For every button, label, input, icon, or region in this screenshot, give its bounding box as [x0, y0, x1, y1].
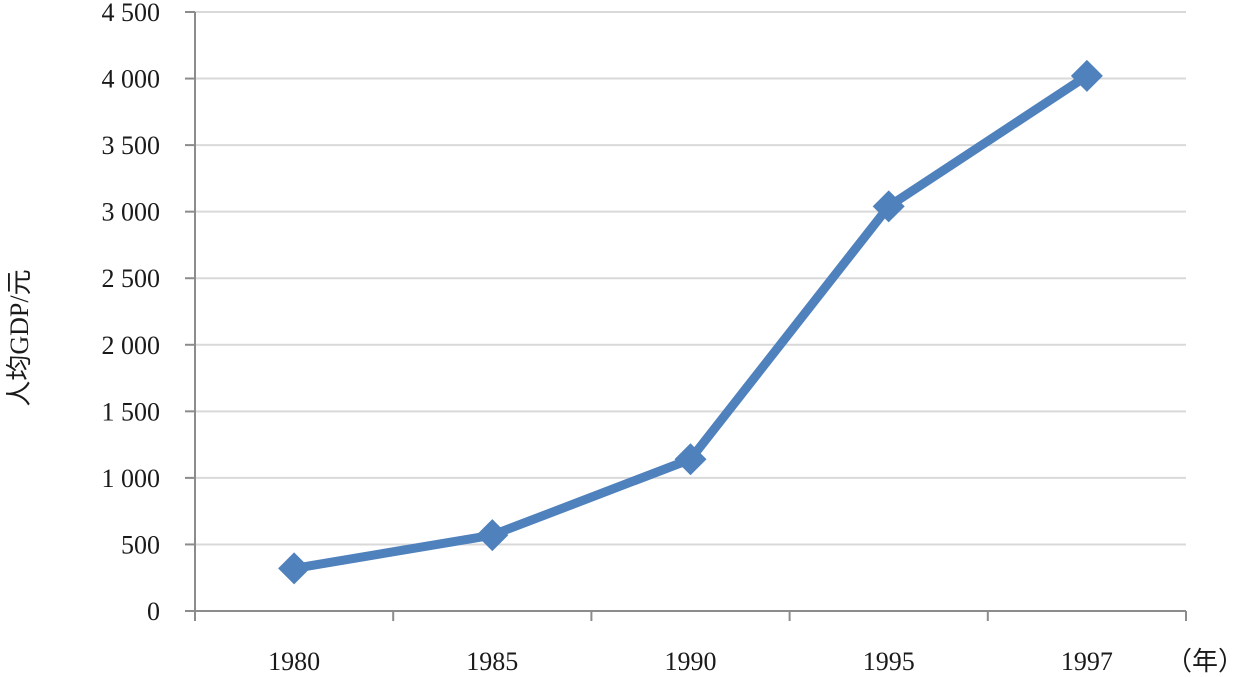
y-tick-label: 2 500 [102, 264, 161, 293]
y-tick-label: 2 000 [102, 331, 161, 360]
data-point-marker [476, 519, 509, 552]
x-axis-title: （年） [1166, 647, 1241, 676]
data-markers [278, 59, 1103, 585]
x-tick-labels: 1980 1985 1990 1995 1997 [194, 611, 1187, 676]
data-point-marker [1070, 59, 1103, 92]
x-tick-label: 1997 [1061, 647, 1113, 676]
y-tick-label: 0 [147, 597, 160, 626]
series-line [289, 71, 1092, 573]
y-tick-label: 500 [121, 530, 160, 559]
y-tick-labels: 0 500 1 000 1 500 2 000 2 500 3 000 3 500 4 000 4… [102, 0, 195, 626]
gridlines [195, 11, 1186, 546]
y-tick-label: 1 500 [102, 397, 161, 426]
x-tick-label: 1985 [466, 647, 518, 676]
y-tick-label: 4 000 [102, 65, 161, 94]
y-axis-title: 人均GDP/元 [5, 269, 34, 406]
axes [194, 12, 1186, 612]
data-point-marker [278, 552, 311, 585]
y-tick-label: 1 000 [102, 464, 161, 493]
x-tick-label: 1990 [665, 647, 717, 676]
x-tick-label: 1980 [268, 647, 320, 676]
data-point-marker [872, 190, 905, 223]
data-point-marker [674, 443, 707, 476]
y-tick-label: 3 000 [102, 198, 161, 227]
y-tick-label: 3 500 [102, 131, 161, 160]
x-tick-label: 1995 [863, 647, 915, 676]
y-tick-label: 4 500 [102, 0, 161, 27]
